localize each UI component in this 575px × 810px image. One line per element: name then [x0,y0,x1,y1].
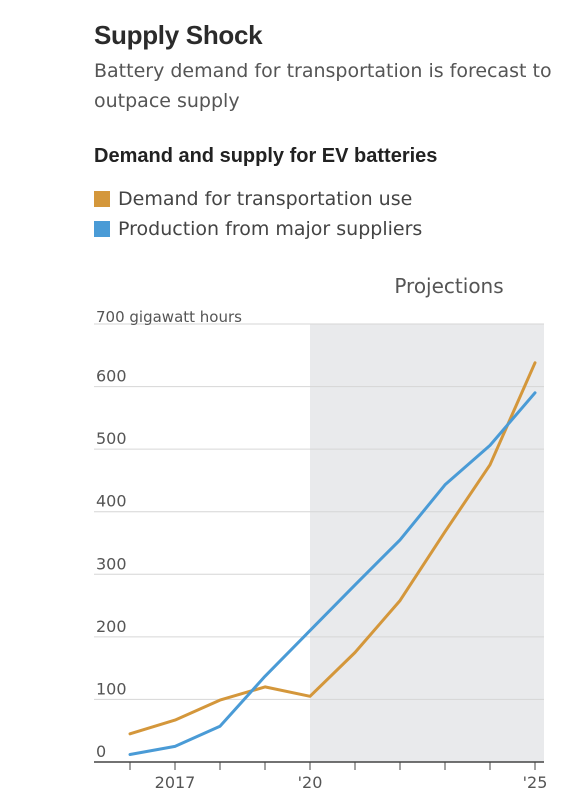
legend: Demand for transportation use Production… [94,184,422,244]
y-tick-label-500: 500 [96,429,127,448]
y-tick-label-700: 700 gigawatt hours [96,308,242,326]
legend-label-demand: Demand for transportation use [118,188,413,210]
x-tick-label-2020: '20 [298,773,323,792]
production-series-line [128,391,537,756]
y-tick-label-100: 100 [96,679,127,698]
legend-swatch-production [94,221,110,237]
y-tick-label-400: 400 [96,492,127,511]
chart-title: Supply Shock [94,20,263,50]
chart-heading: Demand and supply for EV batteries [94,145,438,167]
y-tick-label-300: 300 [96,554,127,573]
legend-item-demand: Demand for transportation use [94,184,422,214]
legend-label-production: Production from major suppliers [118,218,423,240]
x-tick-label-2017: 2017 [155,773,196,792]
projection-label: Projections [394,274,503,298]
x-tick-label-2025: '25 [523,773,548,792]
y-tick-label-200: 200 [96,617,127,636]
legend-swatch-demand [94,191,110,207]
demand-series-line [128,361,537,736]
y-tick-label-0: 0 [96,742,106,761]
legend-item-production: Production from major suppliers [94,214,422,244]
projection-region [310,324,544,762]
y-tick-label-600: 600 [96,367,127,386]
chart-subtitle: Battery demand for transportation is for… [94,60,552,112]
